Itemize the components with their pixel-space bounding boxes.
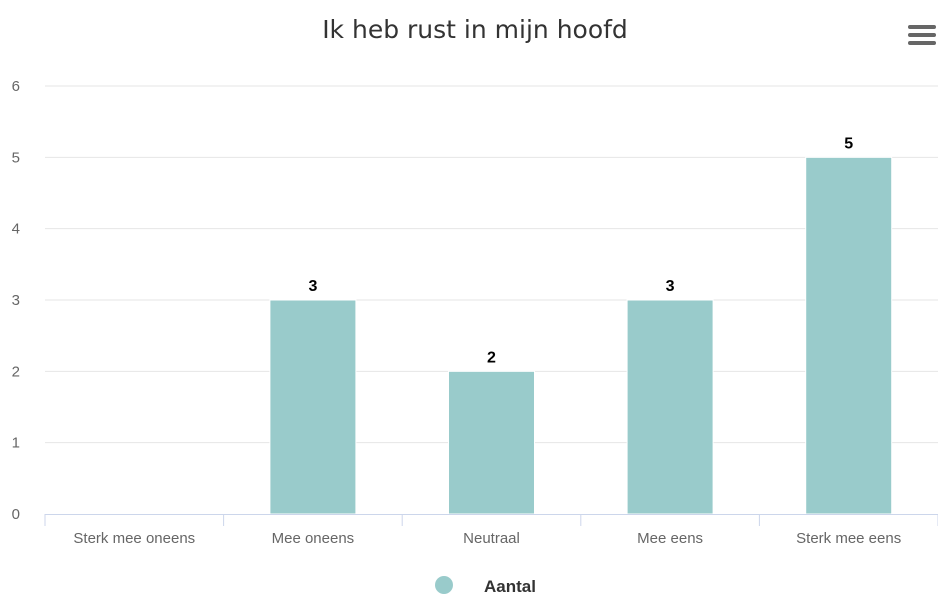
y-tick-label: 6 — [12, 78, 20, 95]
bar[interactable] — [448, 370, 535, 515]
legend-marker-aantal[interactable] — [435, 576, 453, 594]
x-tick-label: Mee eens — [637, 530, 703, 547]
bar[interactable] — [626, 299, 714, 515]
bar[interactable] — [269, 299, 357, 515]
hamburger-menu-icon-bar-bottom — [908, 41, 936, 45]
data-label: 2 — [487, 349, 496, 366]
export-menu-button[interactable] — [902, 18, 936, 50]
y-tick-label: 4 — [12, 221, 20, 238]
hamburger-menu-icon-bar-middle — [908, 33, 936, 37]
x-tick-label: Neutraal — [463, 530, 520, 547]
data-label: 3 — [666, 278, 675, 295]
x-axis: Sterk mee oneens Mee oneens Neutraal Mee ee… — [44, 514, 938, 547]
data-label: 3 — [308, 278, 317, 295]
legend[interactable]: Aantal — [435, 576, 536, 596]
gridlines — [45, 85, 938, 444]
legend-label-aantal[interactable]: Aantal — [484, 577, 536, 596]
data-label: 5 — [844, 135, 853, 152]
hamburger-menu-icon-bar-top — [908, 25, 936, 29]
y-tick-label: 5 — [12, 149, 20, 166]
y-tick-label: 3 — [12, 292, 20, 309]
bars: 3 2 3 5 — [269, 135, 893, 515]
bar[interactable] — [805, 156, 893, 515]
y-tick-label: 1 — [12, 435, 20, 452]
chart-title: Ik heb rust in mijn hoofd — [322, 15, 628, 44]
y-tick-label: 0 — [12, 506, 20, 523]
y-tick-label: 2 — [12, 363, 20, 380]
x-tick-label: Sterk mee eens — [796, 530, 901, 547]
y-axis: 0 1 2 3 4 5 6 — [12, 78, 20, 523]
x-tick-label: Sterk mee oneens — [73, 530, 195, 547]
x-tick-label: Mee oneens — [272, 530, 355, 547]
